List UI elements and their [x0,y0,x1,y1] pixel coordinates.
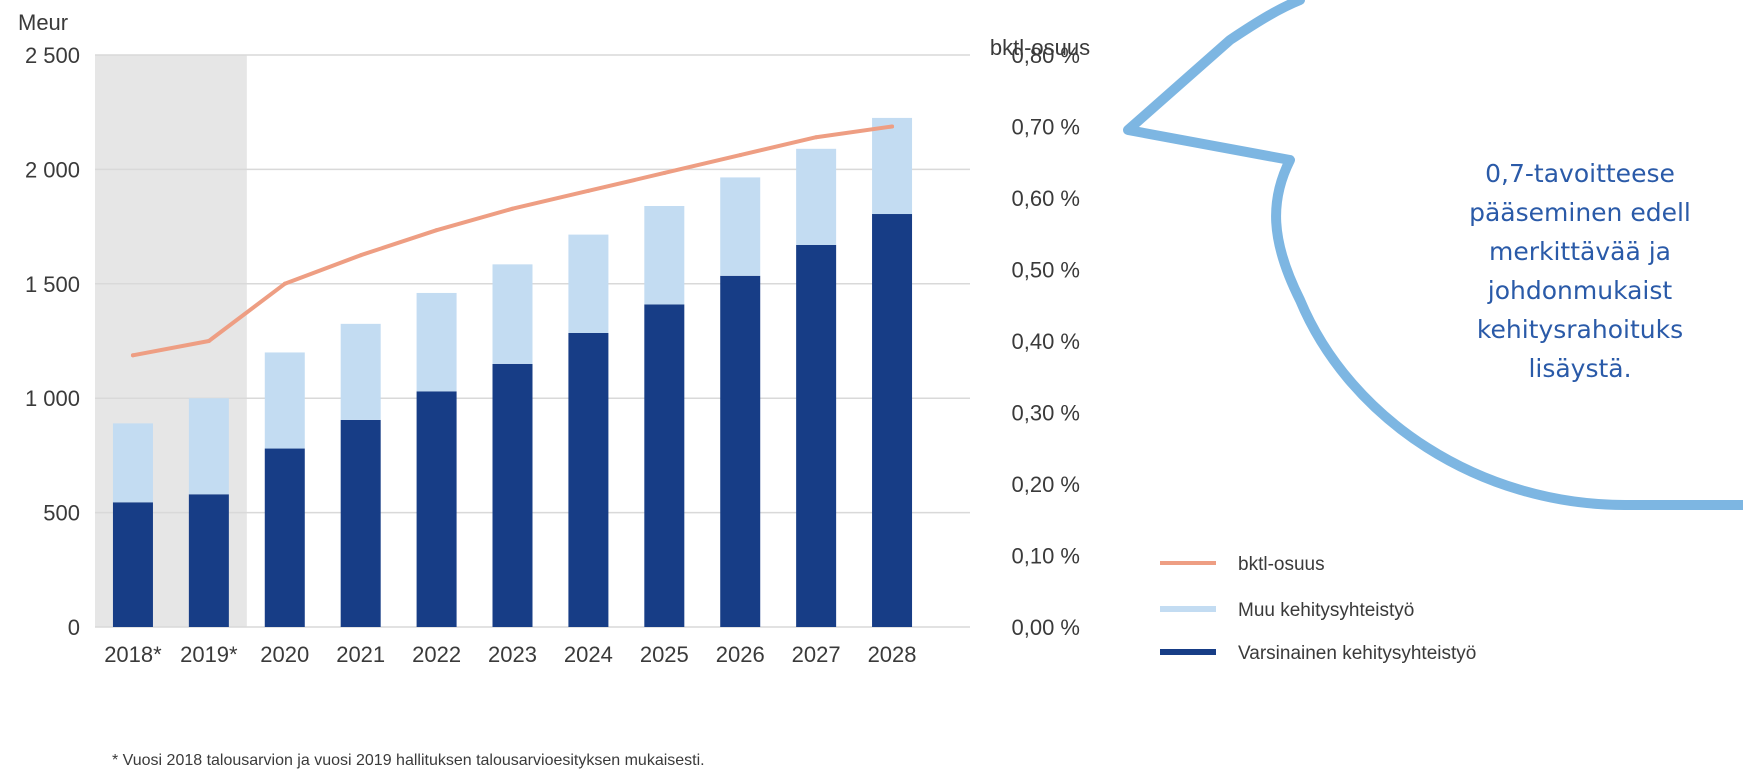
bar-varsinainen [188,494,229,627]
x-tick-label: 2026 [716,642,765,667]
line-point [738,153,743,158]
legend: bktl-osuus Muu kehitysyhteistyö Varsinai… [1160,554,1476,664]
line-point [890,124,895,129]
bar-varsinainen [796,244,837,628]
right-tick-label: 0,60 % [1012,186,1081,211]
callout-line-1: 0,7-tavoitteese [1485,159,1675,188]
footnote: * Vuosi 2018 talousarvion ja vuosi 2019 … [112,752,705,769]
callout-line-5: kehitysrahoituks [1477,315,1683,344]
bar-varsinainen [264,448,305,627]
bar-varsinainen [492,363,533,627]
bar-muu [492,264,533,364]
x-tick-label: 2021 [336,642,385,667]
left-axis-title: Meur [18,10,68,35]
tick-label-layer: 0 500 1 000 1 500 2 000 2 500 0,00 % 0,10 % 0,20… [25,43,1080,667]
legend-label-muu: Muu kehitysyhteistyö [1238,600,1414,621]
right-tick-label: 0,40 % [1012,329,1081,354]
line-point [814,135,819,140]
x-tick-label: 2023 [488,642,537,667]
bar-varsinainen [568,332,609,627]
callout-line-3: merkittävää ja [1489,237,1671,266]
bar-muu [340,323,381,420]
bar-layer [112,117,913,628]
right-tick-label: 0,00 % [1012,615,1081,640]
x-tick-label: 2020 [260,642,309,667]
x-tick-label: 2022 [412,642,461,667]
right-tick-label: 0,20 % [1012,472,1081,497]
line-layer [130,124,895,358]
line-point [358,253,363,258]
left-tick-label: 2 500 [25,43,80,68]
bar-varsinainen [340,419,381,627]
legend-label-varsinainen: Varsinainen kehitysyhteistyö [1238,643,1476,664]
line-point [130,353,135,358]
x-tick-label: 2019* [180,642,238,667]
right-tick-label: 0,80 % [1012,43,1081,68]
callout-bubble-fill [1128,0,1743,505]
right-axis-title: bktl-osuus [990,35,1090,60]
line-point [434,228,439,233]
legend-label-bktl-osuus: bktl-osuus [1238,554,1325,575]
callout-line-2: pääseminen edell [1469,198,1691,227]
bar-muu [568,234,609,333]
bar-varsinainen [872,214,913,628]
bar-muu [720,177,761,276]
bar-varsinainen [112,502,153,627]
x-tick-label: 2025 [640,642,689,667]
line-point [510,206,515,211]
left-tick-label: 0 [68,615,80,640]
bar-muu [796,148,837,245]
line-point [206,339,211,343]
line-point [662,170,667,175]
callout-line-6: lisäystä. [1528,354,1631,383]
line-point [586,188,591,193]
x-tick-label: 2028 [868,642,917,667]
left-tick-label: 500 [43,501,80,526]
callout-bubble: 0,7-tavoitteese pääseminen edell merkitt… [1123,0,1743,510]
right-tick-label: 0,50 % [1012,258,1081,283]
left-tick-label: 1 500 [25,272,80,297]
left-tick-label: 1 000 [25,386,80,411]
bar-varsinainen [416,391,457,627]
bar-muu [644,206,685,305]
callout-bubble-outline [1123,0,1743,510]
bar-muu [188,398,229,495]
x-tick-label: 2024 [564,642,613,667]
right-tick-label: 0,30 % [1012,401,1081,426]
bar-varsinainen [644,304,685,627]
bar-varsinainen [720,275,761,627]
bar-muu [112,423,153,503]
x-tick-label: 2018* [104,642,162,667]
right-tick-label: 0,70 % [1012,115,1081,140]
callout-line-4: johdonmukaist [1487,276,1673,305]
bar-muu [264,352,305,449]
x-tick-label: 2027 [792,642,841,667]
right-tick-label: 0,10 % [1012,544,1081,569]
line-point [282,281,287,286]
bar-muu [872,117,913,215]
left-tick-label: 2 000 [25,157,80,182]
bar-muu [416,292,457,392]
